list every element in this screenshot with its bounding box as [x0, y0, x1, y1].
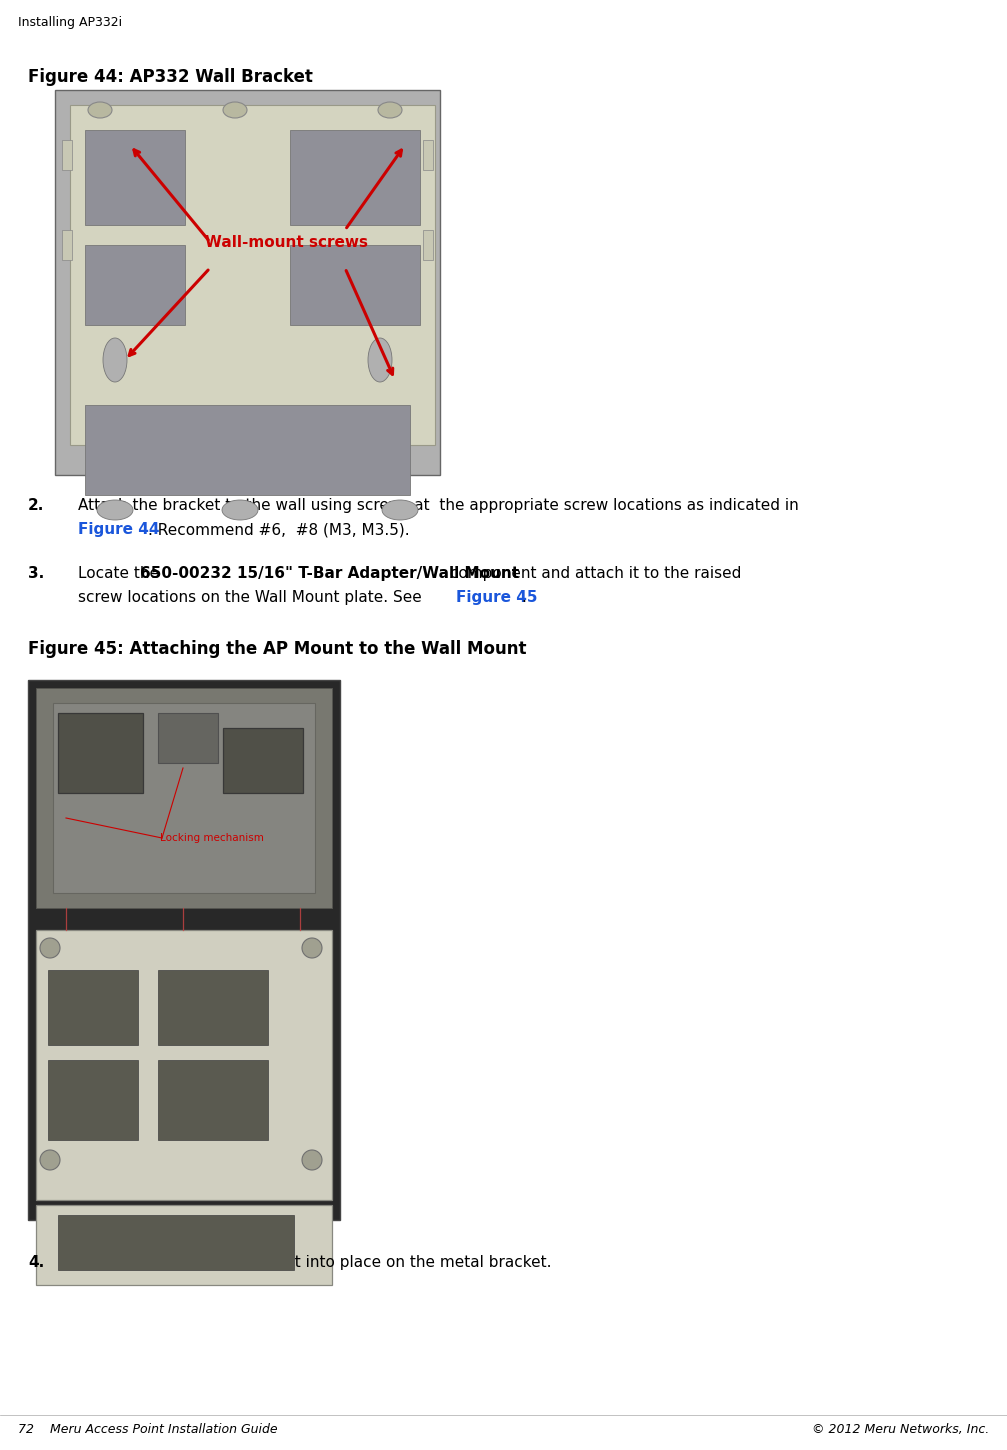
Text: component and attach it to the raised: component and attach it to the raised [445, 566, 741, 581]
Bar [423, 141, 433, 170]
Text: . Recommend #6,  #8 (M3, M3.5).: . Recommend #6, #8 (M3, M3.5). [148, 522, 410, 536]
Ellipse shape [302, 1150, 322, 1170]
Bar [85, 245, 185, 325]
Ellipse shape [222, 500, 258, 521]
Bar [58, 1215, 294, 1270]
Ellipse shape [378, 102, 402, 117]
Bar [36, 1205, 332, 1285]
Bar [28, 680, 340, 1219]
Bar [70, 104, 435, 445]
Bar [423, 231, 433, 260]
Bar [58, 713, 143, 793]
Ellipse shape [40, 938, 60, 958]
Text: Attach the bracket to the wall using screws at  the appropriate screw locations : Attach the bracket to the wall using scr… [78, 497, 799, 513]
Text: Locate the: Locate the [78, 566, 164, 581]
Bar [290, 130, 420, 225]
Bar [158, 1060, 268, 1140]
Ellipse shape [302, 938, 322, 958]
Text: Figure 44: AP332 Wall Bracket: Figure 44: AP332 Wall Bracket [28, 68, 313, 86]
Text: Figure 44: Figure 44 [78, 522, 159, 536]
Ellipse shape [97, 500, 133, 521]
Bar [36, 687, 332, 908]
Bar [53, 703, 315, 893]
Text: 4.: 4. [28, 1256, 44, 1270]
Text: 3.: 3. [28, 566, 44, 581]
Text: © 2012 Meru Networks, Inc.: © 2012 Meru Networks, Inc. [812, 1422, 989, 1436]
Text: 650-00232 15/16" T-Bar Adapter/Wall Mount: 650-00232 15/16" T-Bar Adapter/Wall Moun… [140, 566, 520, 581]
Bar [62, 141, 71, 170]
Text: Figure 45: Figure 45 [456, 590, 538, 605]
Ellipse shape [368, 338, 392, 381]
Ellipse shape [103, 338, 127, 381]
Text: 72    Meru Access Point Installation Guide: 72 Meru Access Point Installation Guide [18, 1422, 278, 1436]
Text: Screw the plastic component into place on the metal bracket.: Screw the plastic component into place o… [78, 1256, 552, 1270]
Text: 2.: 2. [28, 497, 44, 513]
Ellipse shape [40, 1150, 60, 1170]
Text: Wall-mount screws: Wall-mount screws [205, 235, 368, 249]
Bar [36, 929, 332, 1201]
Bar [158, 970, 268, 1045]
Text: Locking mechanism: Locking mechanism [160, 832, 264, 842]
Bar [62, 231, 71, 260]
Bar [158, 713, 218, 763]
Bar [85, 405, 410, 494]
Text: screw locations on the Wall Mount plate. See: screw locations on the Wall Mount plate.… [78, 590, 427, 605]
Bar [85, 130, 185, 225]
Ellipse shape [223, 102, 247, 117]
Bar [290, 245, 420, 325]
Bar [48, 970, 138, 1045]
Ellipse shape [382, 500, 418, 521]
Text: Figure 45: Attaching the AP Mount to the Wall Mount: Figure 45: Attaching the AP Mount to the… [28, 639, 527, 658]
Text: Installing AP332i: Installing AP332i [18, 16, 122, 29]
Ellipse shape [88, 102, 112, 117]
Bar [55, 90, 440, 476]
Bar [48, 1060, 138, 1140]
Bar [223, 728, 303, 793]
Text: .: . [521, 590, 526, 605]
